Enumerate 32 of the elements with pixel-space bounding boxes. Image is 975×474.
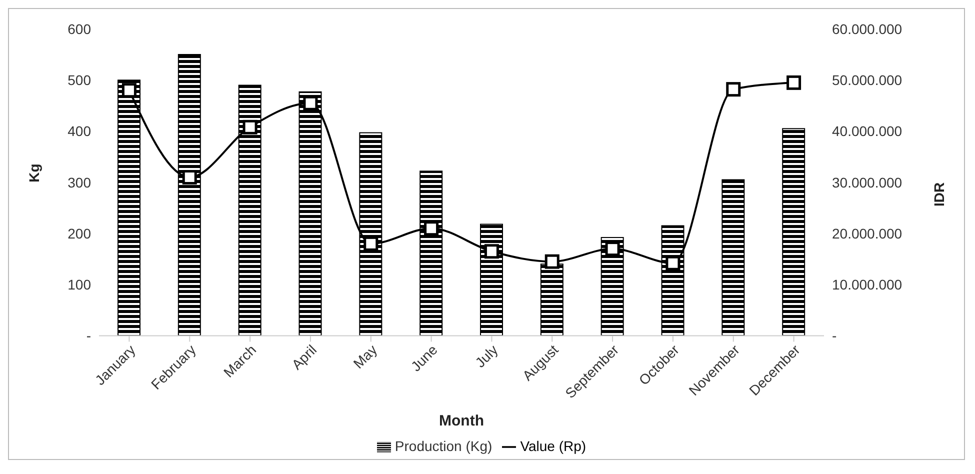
legend-label: Production (Kg): [394, 438, 492, 454]
y2-tick-label: 30.000.000: [832, 174, 902, 190]
y-tick-label: 200: [68, 225, 92, 242]
point: [786, 75, 802, 90]
y-tick-label: -: [86, 328, 92, 344]
y2-tick-label: 50.000.000: [832, 72, 902, 88]
y2-tick-label: 40.000.000: [832, 123, 902, 140]
y-tick-label: 100: [68, 276, 92, 293]
x-tick-label: May: [350, 342, 380, 372]
x-axis-title: Month: [439, 412, 484, 430]
y2-tick-label: 20.000.000: [832, 225, 902, 242]
y-tick-label: 300: [68, 174, 92, 190]
bar: [722, 179, 745, 336]
point: [364, 236, 378, 251]
y2-axis-title: IDR: [930, 182, 947, 206]
point: [182, 170, 197, 184]
y-axis-title: Kg: [26, 164, 42, 182]
point: [726, 82, 741, 97]
legend-label: Value (Rp): [520, 438, 586, 454]
x-tick-label: July: [472, 342, 501, 370]
y2-tick-label: -: [832, 328, 837, 344]
point: [484, 244, 499, 259]
point: [242, 120, 258, 134]
y2-tick-label: 60.000.000: [832, 20, 902, 37]
y-tick-label: 400: [68, 123, 92, 140]
point: [424, 221, 439, 236]
y2-tick-label: 10.000.000: [832, 276, 902, 293]
y-tick-label: 500: [68, 72, 92, 88]
point: [605, 242, 620, 256]
y-tick-label: 600: [68, 20, 92, 37]
bar: [782, 128, 806, 336]
point: [544, 254, 560, 269]
